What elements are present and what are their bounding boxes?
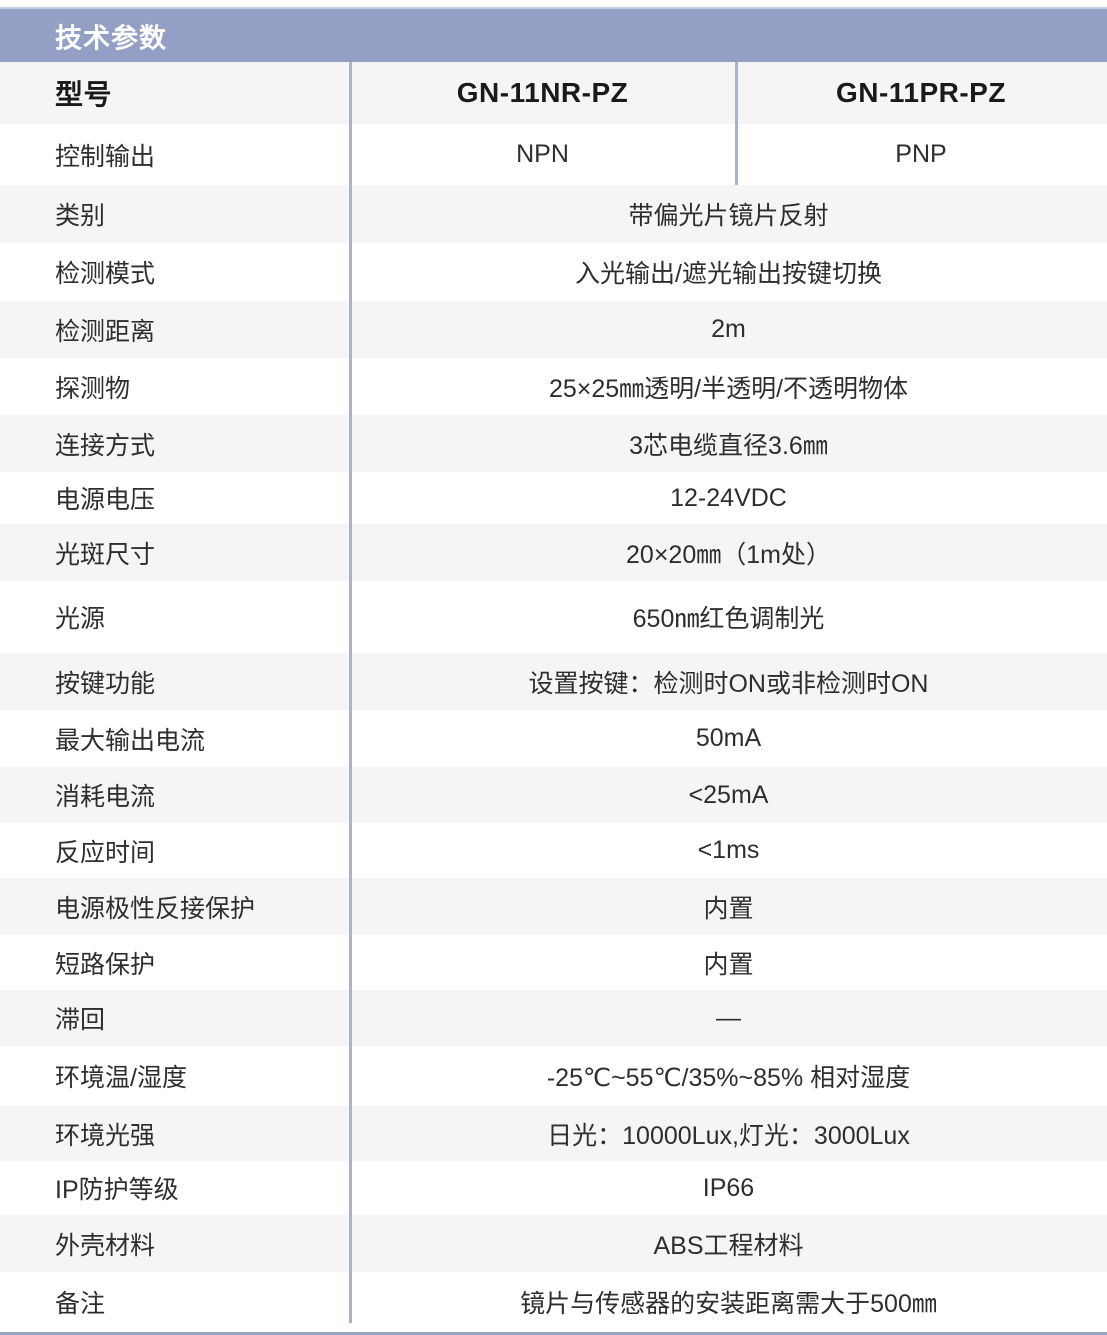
row-label: 型号	[55, 79, 113, 110]
row-label: 消耗电流	[55, 783, 156, 811]
table-row: 控制输出 NPN PNP	[0, 124, 1107, 185]
row-value: 2m	[711, 315, 746, 343]
row-value: 日光：10000Lux,灯光：3000Lux	[547, 1121, 910, 1150]
table-row: 型号 GN-11NR-PZ GN-11PR-PZ	[0, 62, 1107, 124]
row-value: 内置	[703, 894, 754, 923]
table-row: 环境光强 日光：10000Lux,灯光：3000Lux	[0, 1106, 1107, 1161]
row-value: 内置	[703, 950, 754, 979]
table-row: 环境温/湿度 -25℃~55℃/35%~85% 相对湿度	[0, 1046, 1107, 1106]
table-row: IP防护等级 IP66	[0, 1161, 1107, 1215]
row-value: —	[716, 1003, 741, 1032]
row-label: 备注	[55, 1290, 106, 1318]
table-row: 备注 镜片与传感器的安装距离需大于500㎜	[0, 1272, 1107, 1332]
table-row: 电源电压 12-24VDC	[0, 472, 1107, 524]
row-label: IP防护等级	[55, 1176, 179, 1204]
table-row: 检测距离 2m	[0, 301, 1107, 358]
row-label: 外壳材料	[55, 1231, 156, 1260]
row-label: 控制输出	[55, 142, 156, 171]
row-value: 50mA	[695, 724, 762, 752]
row-label: 检测模式	[55, 260, 156, 288]
row-label: 探测物	[55, 374, 131, 403]
row-label: 光斑尺寸	[55, 540, 156, 569]
row-label: 环境温/湿度	[55, 1064, 187, 1092]
table-row: 连接方式 3芯电缆直径3.6㎜	[0, 415, 1107, 472]
row-value: <25mA	[688, 780, 769, 809]
row-value: 入光输出/遮光输出按键切换	[575, 260, 882, 288]
row-value: 650㎚红色调制光	[632, 605, 825, 633]
row-label: 检测距离	[55, 317, 156, 346]
row-label: 短路保护	[55, 950, 156, 979]
table-row: 短路保护 内置	[0, 935, 1107, 990]
row-value-pnp-column: PNP	[895, 140, 947, 168]
row-label: 连接方式	[55, 431, 156, 460]
row-value: <1ms	[697, 836, 760, 864]
row-label: 按键功能	[55, 669, 156, 698]
row-label: 最大输出电流	[55, 726, 206, 755]
row-value-npn-column: NPN	[516, 140, 569, 168]
page-title: 技术参数	[55, 23, 167, 53]
table-row: 类别 带偏光片镜片反射	[0, 185, 1107, 243]
row-value-pnp-column: GN-11PR-PZ	[836, 77, 1006, 108]
column-divider-primary	[349, 62, 352, 1323]
row-label: 光源	[55, 605, 106, 633]
row-value: 设置按键：检测时ON或非检测时ON	[528, 669, 929, 698]
table-row: 最大输出电流 50mA	[0, 710, 1107, 767]
table-header-banner: 技术参数	[0, 7, 1107, 62]
row-value: -25℃~55℃/35%~85% 相对湿度	[546, 1064, 911, 1092]
table-row: 反应时间 <1ms	[0, 823, 1107, 878]
table-row: 消耗电流 <25mA	[0, 767, 1107, 823]
table-row: 滞回 —	[0, 990, 1107, 1046]
row-value: 25×25㎜透明/半透明/不透明物体	[548, 374, 909, 403]
table-row: 电源极性反接保护 内置	[0, 878, 1107, 935]
row-label: 滞回	[55, 1006, 106, 1034]
table-row: 光斑尺寸 20×20㎜（1m处）	[0, 524, 1107, 581]
table-row: 探测物 25×25㎜透明/半透明/不透明物体	[0, 358, 1107, 415]
row-label: 反应时间	[55, 838, 156, 867]
row-value: 3芯电缆直径3.6㎜	[629, 431, 828, 460]
table-row: 按键功能 设置按键：检测时ON或非检测时ON	[0, 653, 1107, 710]
row-value-npn-column: GN-11NR-PZ	[456, 77, 629, 108]
row-value: 12-24VDC	[670, 483, 787, 512]
column-divider-model-split	[735, 62, 738, 185]
row-value: 镜片与传感器的安装距离需大于500㎜	[520, 1290, 937, 1318]
row-value: ABS工程材料	[653, 1231, 804, 1260]
row-value: IP66	[702, 1173, 755, 1202]
spec-rows-container: 型号 GN-11NR-PZ GN-11PR-PZ 控制输出 NPN PNP 类别 带偏光片镜片…	[0, 62, 1107, 1335]
row-value: 带偏光片镜片反射	[628, 202, 829, 230]
table-row: 检测模式 入光输出/遮光输出按键切换	[0, 243, 1107, 301]
row-label: 电源电压	[55, 486, 156, 514]
row-value: 20×20㎜（1m处）	[626, 540, 831, 569]
row-label: 电源极性反接保护	[55, 894, 256, 923]
table-row: 光源 650㎚红色调制光	[0, 581, 1107, 653]
row-label: 环境光强	[55, 1121, 156, 1150]
table-row: 外壳材料 ABS工程材料	[0, 1215, 1107, 1272]
row-label: 类别	[55, 202, 106, 230]
